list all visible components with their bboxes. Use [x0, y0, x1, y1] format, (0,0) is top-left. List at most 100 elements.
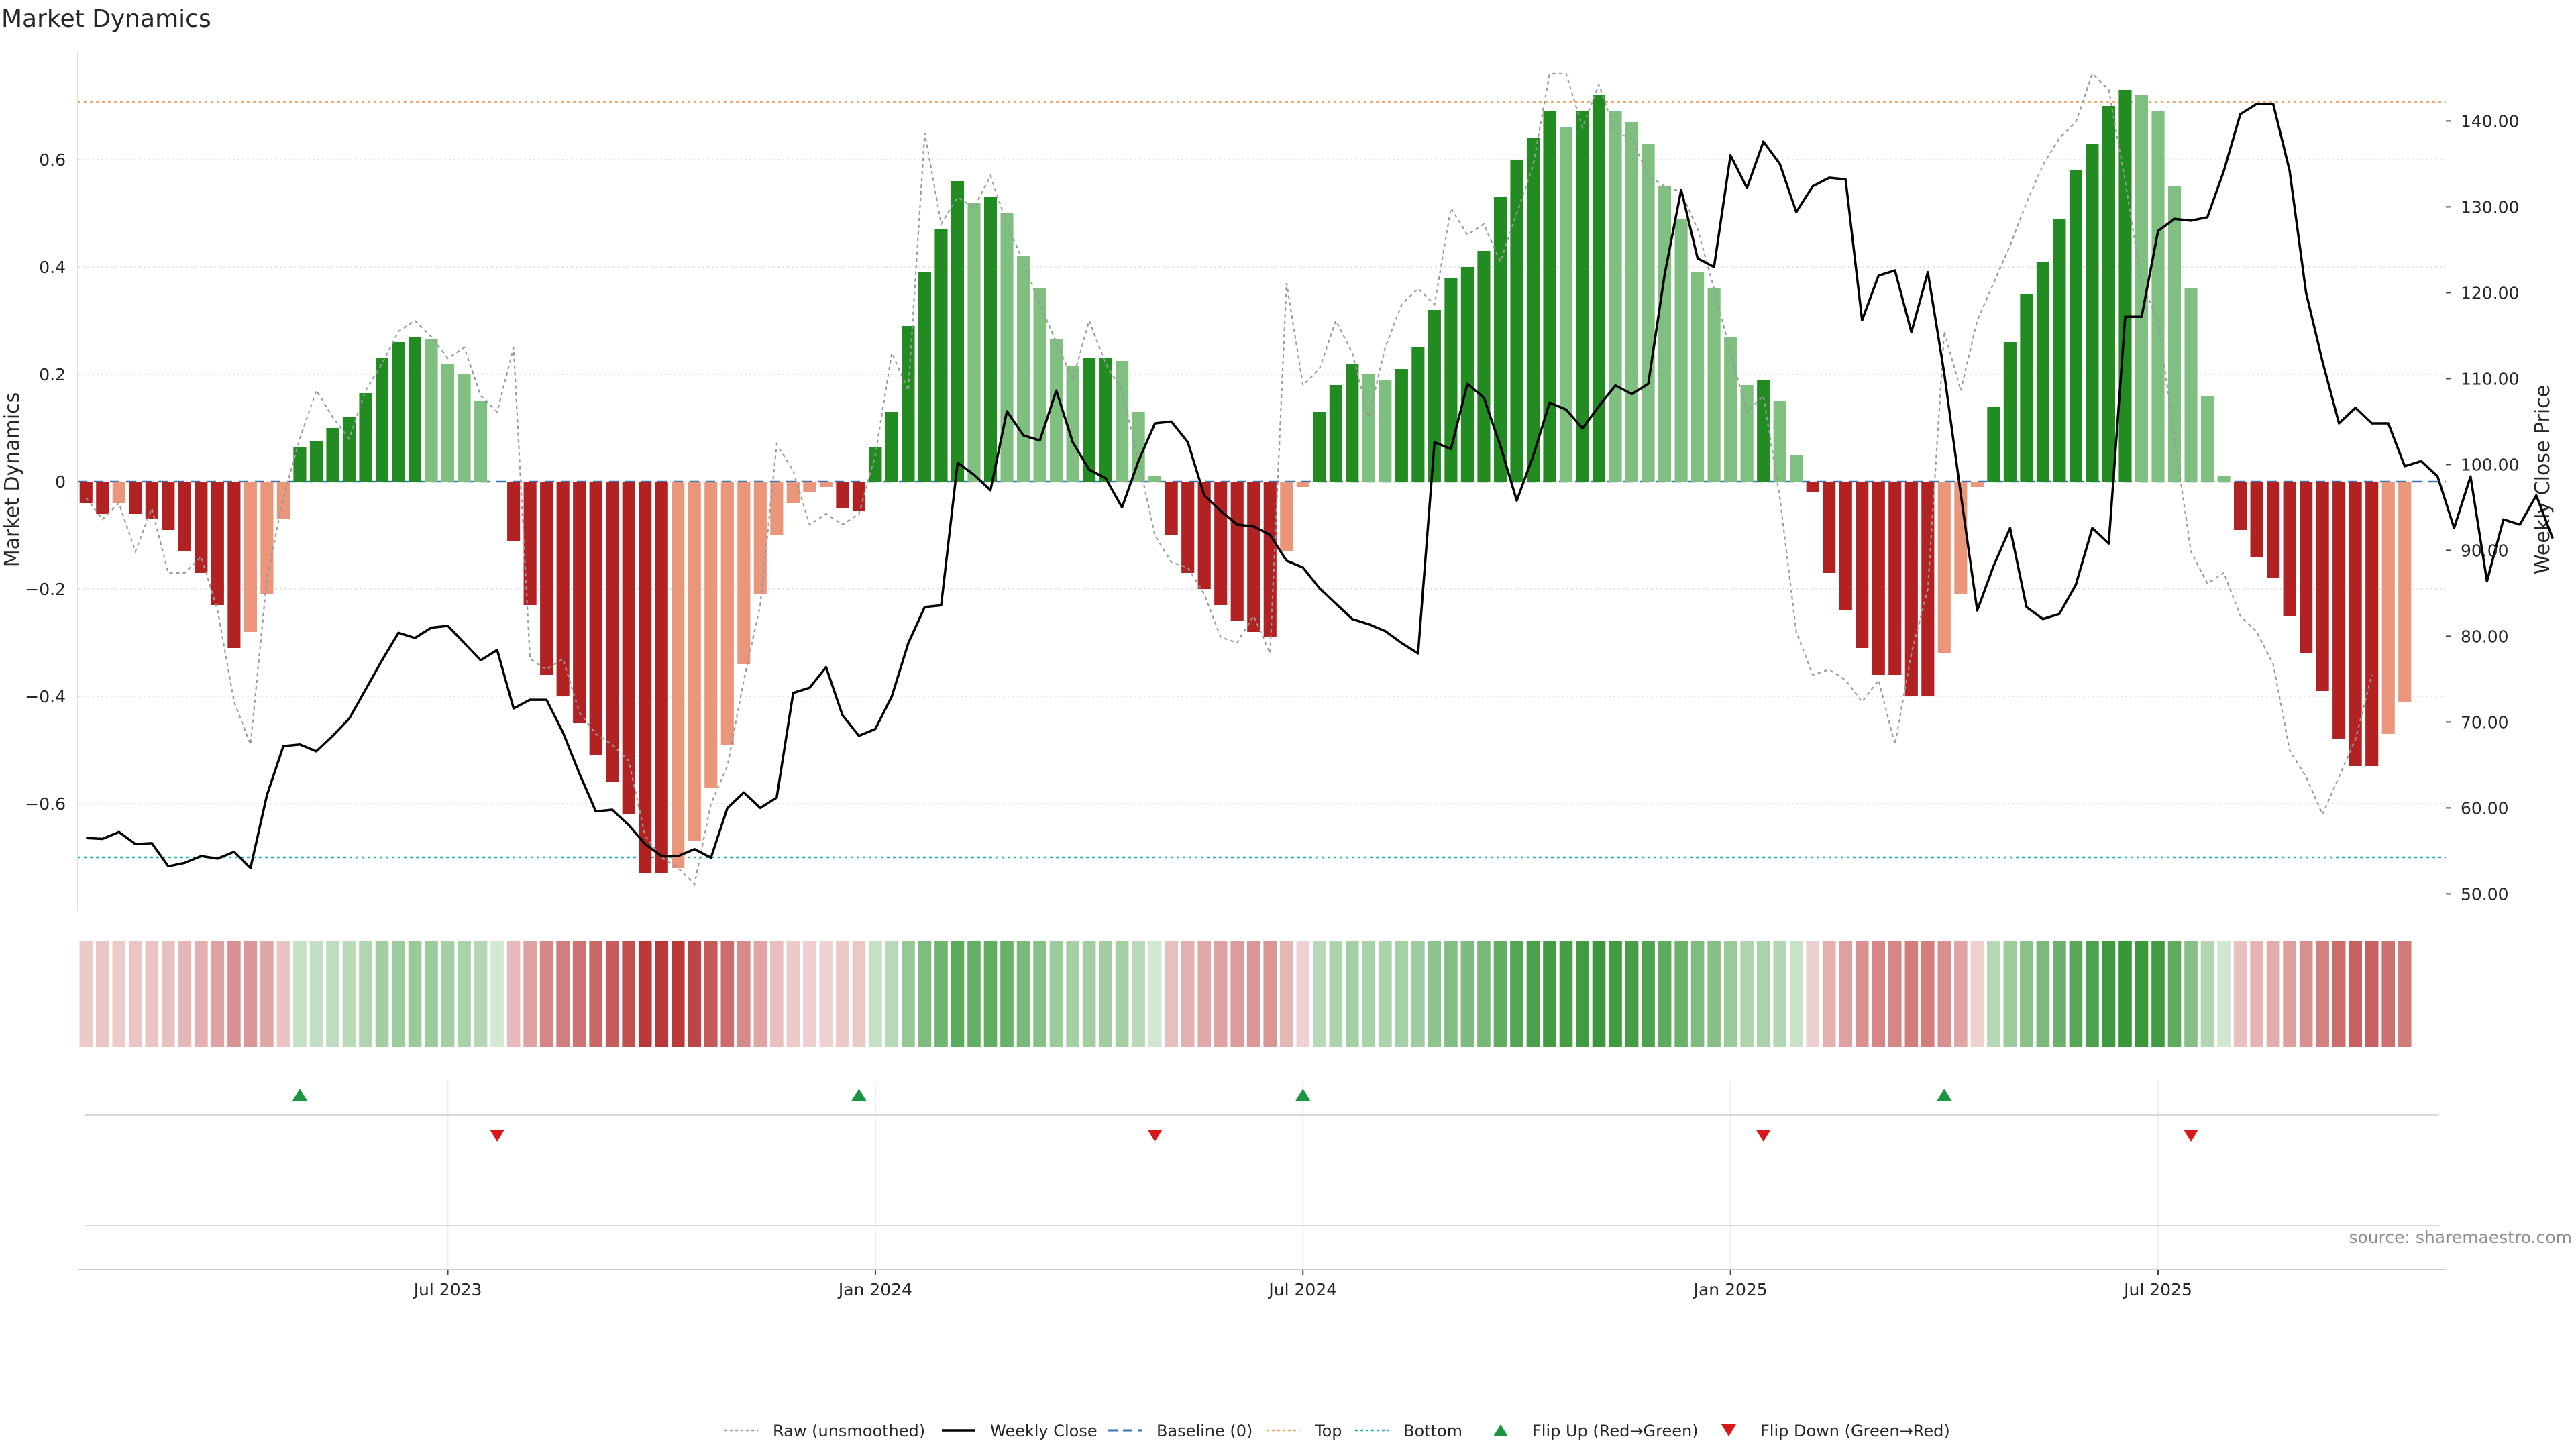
bar: [2217, 476, 2231, 482]
bar: [1148, 476, 1162, 482]
bar: [1987, 407, 2000, 482]
bar: [195, 482, 208, 573]
bar: [2184, 288, 2198, 482]
heat-cell: [293, 941, 307, 1046]
bar: [2300, 482, 2313, 653]
heat-cell: [1987, 941, 2000, 1046]
heat-cell: [128, 941, 142, 1046]
heat-cell: [1312, 941, 1326, 1046]
right-tick-label: 90.00: [2461, 541, 2509, 560]
heat-cell: [2398, 941, 2412, 1046]
heat-cell: [1543, 941, 1556, 1046]
heat-cell: [1674, 941, 1688, 1046]
bar-series: [79, 90, 2412, 873]
bar: [1493, 197, 1507, 482]
bar: [2053, 219, 2066, 482]
heat-cell: [1855, 941, 1869, 1046]
heat-cell: [1428, 941, 1442, 1046]
bar: [573, 482, 586, 723]
bar: [1181, 482, 1195, 573]
bar: [1609, 111, 1622, 482]
bar: [1592, 95, 1606, 482]
heat-cell: [1066, 941, 1079, 1046]
heat-cell: [79, 941, 93, 1046]
heat-cell: [869, 941, 882, 1046]
flip-up-marker: [1295, 1089, 1311, 1101]
x-tick-label: Jul 2025: [2123, 1280, 2192, 1299]
heat-cell: [1362, 941, 1376, 1046]
bar: [2151, 111, 2165, 482]
bar: [1411, 347, 1425, 482]
heat-cell: [2151, 941, 2165, 1046]
heat-cell: [2003, 941, 2017, 1046]
bar: [112, 482, 125, 503]
heat-cell: [1954, 941, 1968, 1046]
heat-cell: [1296, 941, 1310, 1046]
bar: [1247, 482, 1260, 632]
heat-cell: [342, 941, 356, 1046]
x-tick-label: Jul 2024: [1267, 1280, 1337, 1299]
x-tick-label: Jul 2023: [413, 1280, 482, 1299]
flip-up-marker: [292, 1089, 307, 1101]
heat-cell: [1576, 941, 1589, 1046]
legend-flip-down-swatch: [1721, 1424, 1736, 1436]
bar: [819, 482, 833, 487]
bar: [1329, 385, 1342, 482]
heat-cell: [1690, 941, 1705, 1046]
bar: [1165, 482, 1178, 535]
heat-cell: [1279, 941, 1293, 1046]
heat-cell: [918, 941, 932, 1046]
bar: [704, 482, 718, 788]
bar: [1050, 339, 1063, 482]
bar: [540, 482, 553, 675]
bar: [951, 181, 965, 482]
bar: [1477, 251, 1491, 482]
bar: [1559, 127, 1573, 482]
bar: [2283, 482, 2296, 616]
heat-cell: [359, 941, 372, 1046]
heat-cell: [211, 941, 225, 1046]
left-tick-label: 0.6: [39, 150, 66, 170]
bar: [1000, 213, 1014, 482]
heat-cell: [2036, 941, 2050, 1046]
left-tick-label: 0.2: [39, 365, 66, 384]
bar: [1856, 482, 1869, 648]
bar: [408, 337, 422, 482]
bar: [425, 339, 438, 482]
bar: [753, 482, 767, 594]
bar: [1674, 219, 1688, 482]
heat-cell: [375, 941, 389, 1046]
heat-cell: [1921, 941, 1935, 1046]
bar: [1790, 455, 1803, 482]
heat-cell: [408, 941, 422, 1046]
heat-cell: [556, 941, 570, 1046]
bar: [1658, 186, 1672, 482]
bar: [1395, 369, 1408, 482]
heat-cell: [2217, 941, 2231, 1046]
right-tick-label: 140.00: [2461, 111, 2519, 131]
heat-cell: [753, 941, 767, 1046]
heat-cell: [1888, 941, 1902, 1046]
heat-cell: [2020, 941, 2033, 1046]
heat-cell: [2365, 941, 2379, 1046]
bar: [2069, 170, 2082, 482]
heat-cell: [1592, 941, 1606, 1046]
bar: [1362, 374, 1375, 482]
left-axis-label: Market Dynamics: [1, 392, 24, 568]
heat-cell: [1346, 941, 1359, 1046]
legend-label-baseline: Baseline (0): [1157, 1421, 1252, 1440]
right-tick-label: 50.00: [2461, 884, 2509, 904]
bar: [145, 482, 158, 519]
heat-cell: [1016, 941, 1030, 1046]
heat-cell: [2283, 941, 2296, 1046]
bar: [803, 482, 816, 492]
heat-cell: [786, 941, 800, 1046]
heat-cell: [1214, 941, 1228, 1046]
heat-cell: [1115, 941, 1129, 1046]
heat-cell: [1099, 941, 1112, 1046]
heat-cell: [1937, 941, 1951, 1046]
heat-cell: [572, 941, 586, 1046]
left-tick-label: 0: [55, 472, 66, 492]
heat-cell: [1658, 941, 1672, 1046]
right-axis-label: Weekly Close Price: [2531, 385, 2555, 574]
